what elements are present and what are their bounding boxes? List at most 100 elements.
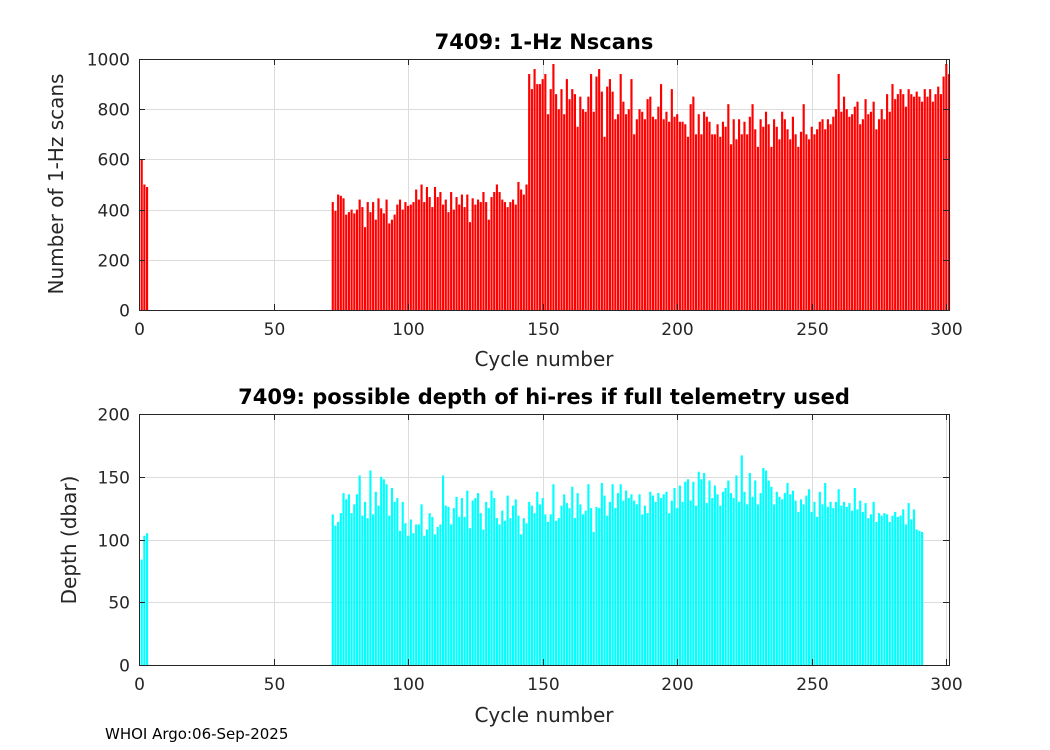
nscans-bar	[592, 111, 595, 311]
nscans-bar	[622, 101, 625, 310]
depth-bar	[918, 530, 921, 665]
nscans-bar	[485, 202, 488, 310]
depth-bar	[853, 488, 856, 665]
nscans-bar	[759, 119, 762, 311]
nscans-bar	[382, 213, 385, 310]
depth-bar	[452, 508, 455, 666]
depth-bar	[746, 504, 749, 665]
nscans-bar	[557, 109, 560, 310]
nscans-bar	[899, 89, 902, 311]
nscans-y-tick-label: 600	[98, 151, 130, 171]
nscans-bar	[374, 219, 377, 310]
depth-bar	[514, 499, 517, 665]
nscans-bar	[536, 84, 539, 310]
nscans-bar	[606, 86, 609, 310]
depth-bar	[888, 521, 891, 665]
depth-x-tick-label: 250	[796, 675, 828, 695]
depth-bar	[339, 513, 342, 665]
nscans-bar	[436, 197, 439, 310]
depth-bar	[775, 491, 778, 665]
nscans-bar	[705, 116, 708, 310]
depth-bar	[608, 501, 611, 665]
nscans-bar	[837, 74, 840, 310]
nscans-bar	[947, 74, 951, 310]
nscans-bar	[407, 205, 410, 310]
nscans-bar	[511, 199, 515, 310]
nscans-bar	[783, 119, 786, 311]
nscans-bar	[331, 202, 334, 310]
depth-bar	[555, 520, 558, 665]
depth-bar	[458, 516, 461, 665]
depth-bar	[390, 488, 394, 665]
nscans-bar	[377, 198, 380, 310]
depth-bar	[331, 514, 334, 665]
nscans-bar	[703, 111, 706, 311]
depth-bar	[721, 491, 725, 665]
nscans-bar	[670, 89, 673, 311]
depth-bar	[824, 483, 827, 665]
nscans-bar	[907, 89, 910, 311]
nscans-bar	[538, 84, 542, 310]
nscans-bar	[651, 116, 655, 310]
depth-bar	[791, 490, 794, 665]
depth-bar	[412, 533, 415, 665]
nscans-bar	[361, 207, 364, 310]
depth-bar	[517, 515, 520, 665]
depth-bar	[374, 491, 377, 665]
depth-x-tick-label: 50	[264, 675, 286, 695]
nscans-bar	[708, 121, 711, 310]
depth-bar	[450, 524, 453, 665]
nscans-bar	[767, 124, 770, 310]
nscans-bar	[872, 101, 875, 310]
nscans-bar	[573, 94, 577, 310]
depth-bar	[872, 501, 875, 665]
depth-bar	[902, 509, 905, 665]
depth-x-tick-label: 300	[930, 675, 962, 695]
depth-bar	[506, 495, 509, 665]
depth-bar	[598, 508, 601, 666]
depth-bar	[439, 524, 442, 665]
nscans-bar	[840, 111, 843, 311]
nscans-bar	[363, 227, 367, 310]
depth-bar	[711, 498, 714, 665]
depth-bar	[735, 475, 738, 665]
depth-bar	[630, 494, 633, 665]
nscans-bar	[904, 106, 908, 310]
depth-bar	[358, 475, 361, 665]
depth-bar	[345, 499, 348, 665]
depth-bar	[848, 503, 851, 665]
nscans-bar	[528, 74, 531, 310]
nscans-bar	[711, 134, 714, 310]
depth-bar	[447, 506, 450, 665]
nscans-bar	[503, 202, 507, 310]
depth-bar	[476, 493, 480, 665]
nscans-bar	[353, 213, 356, 310]
nscans-bar	[598, 69, 601, 310]
depth-bar	[877, 513, 881, 665]
depth-bar	[635, 504, 638, 665]
depth-bar	[802, 504, 805, 665]
depth-bar	[770, 486, 773, 665]
depth-bar	[810, 511, 813, 665]
nscans-bar	[778, 139, 781, 310]
nscans-bar	[764, 111, 768, 311]
depth-bar	[552, 484, 555, 665]
depth-bar	[442, 475, 445, 665]
depth-bar	[565, 503, 568, 665]
depth-bar	[713, 485, 716, 665]
depth-bar	[530, 505, 533, 665]
depth-bar	[355, 494, 359, 665]
depth-bar	[740, 455, 743, 665]
nscans-bar	[662, 119, 665, 311]
depth-x-tick-label: 200	[661, 675, 693, 695]
depth-bar	[401, 501, 404, 665]
depth-bar	[522, 518, 525, 665]
depth-bar	[724, 488, 727, 665]
nscans-bar	[856, 101, 859, 310]
nscans-bar	[415, 189, 418, 310]
nscans-bar	[468, 222, 472, 310]
nscans-bar	[571, 89, 574, 311]
depth-bar	[864, 503, 867, 665]
depth-bar	[436, 526, 439, 665]
